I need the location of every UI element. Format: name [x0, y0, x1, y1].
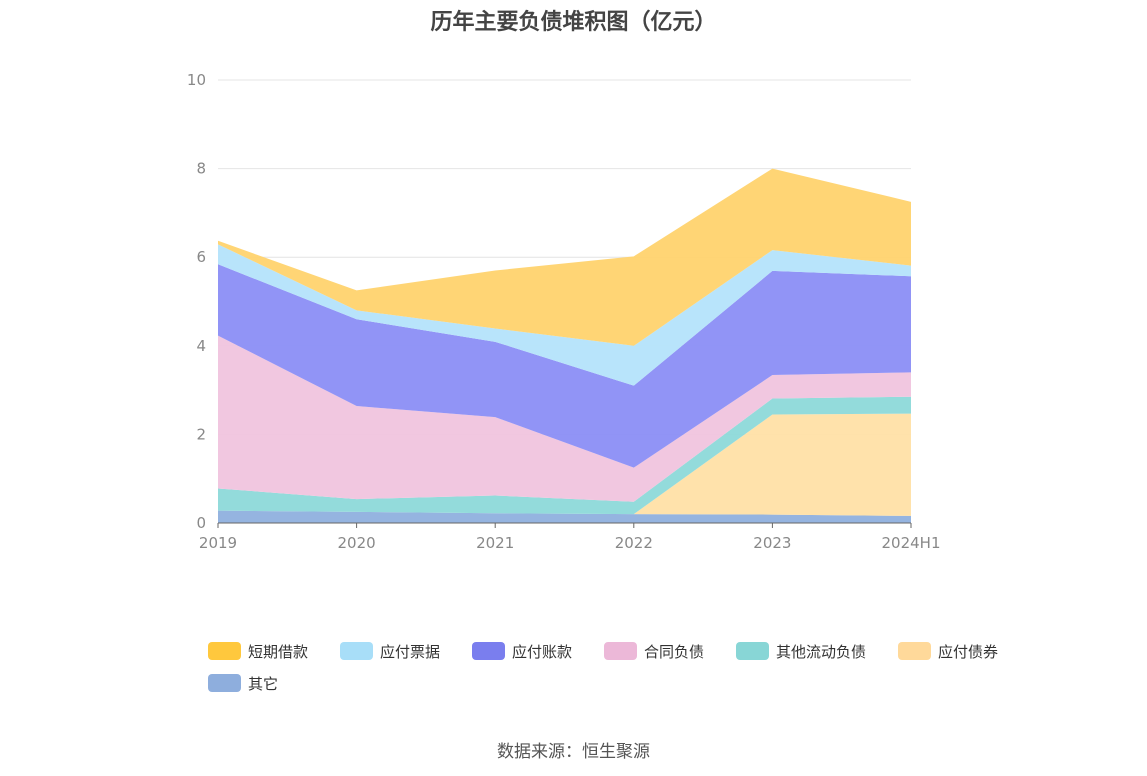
- legend-label: 其他流动负债: [776, 643, 866, 661]
- legend-item[interactable]: 应付账款: [472, 642, 572, 661]
- area-series-6: [218, 168, 911, 346]
- area-series-2: [218, 396, 911, 515]
- legend-label: 合同负债: [644, 643, 704, 661]
- legend-item[interactable]: 其他流动负债: [736, 642, 866, 661]
- legend-swatch: [340, 642, 373, 660]
- area-series-1: [218, 413, 911, 516]
- legend-item[interactable]: 合同负债: [604, 642, 704, 661]
- legend-swatch: [898, 642, 931, 660]
- chart-title: 历年主要负债堆积图（亿元）: [430, 10, 717, 35]
- legend-item[interactable]: 应付债券: [898, 642, 998, 661]
- area-series-5: [218, 244, 911, 386]
- area-series-0: [218, 510, 911, 523]
- legend-swatch: [208, 642, 241, 660]
- x-tick-label: 2020: [338, 534, 376, 552]
- area-series-4: [218, 264, 911, 468]
- y-tick-label: 6: [196, 248, 206, 266]
- area-series-3: [218, 335, 911, 502]
- stacked-area-chart: 0 2 4 6 8 10 2019 2020 2021 2022 2023 2024H1 短期借款 应付…: [187, 71, 998, 693]
- axes: 0 2 4 6 8 10 2019 2020 2021 2022 2023 2024H1: [187, 71, 941, 552]
- legend-swatch: [208, 674, 241, 692]
- legend-label: 其它: [248, 675, 278, 693]
- legend-item[interactable]: 短期借款: [208, 642, 308, 661]
- x-tick-label: 2022: [615, 534, 653, 552]
- x-tick-label: 2024H1: [882, 534, 941, 552]
- legend-swatch: [604, 642, 637, 660]
- y-tick-label: 0: [196, 514, 206, 532]
- legend-swatch: [736, 642, 769, 660]
- legend-swatch: [472, 642, 505, 660]
- source-note: 数据来源：恒生聚源: [497, 742, 650, 762]
- x-tick-label: 2019: [199, 534, 237, 552]
- y-tick-label: 8: [196, 160, 206, 178]
- legend-label: 应付票据: [380, 643, 440, 661]
- y-tick-label: 2: [196, 425, 206, 443]
- x-tick-label: 2023: [753, 534, 791, 552]
- y-tick-label: 10: [187, 71, 206, 89]
- y-tick-label: 4: [196, 337, 206, 355]
- legend-label: 应付账款: [512, 643, 572, 661]
- legend-label: 短期借款: [248, 643, 308, 661]
- legend-item[interactable]: 其它: [208, 674, 278, 693]
- legend-item[interactable]: 应付票据: [340, 642, 440, 661]
- area-series: [218, 168, 911, 523]
- legend-label: 应付债券: [938, 643, 998, 661]
- x-tick-label: 2021: [476, 534, 514, 552]
